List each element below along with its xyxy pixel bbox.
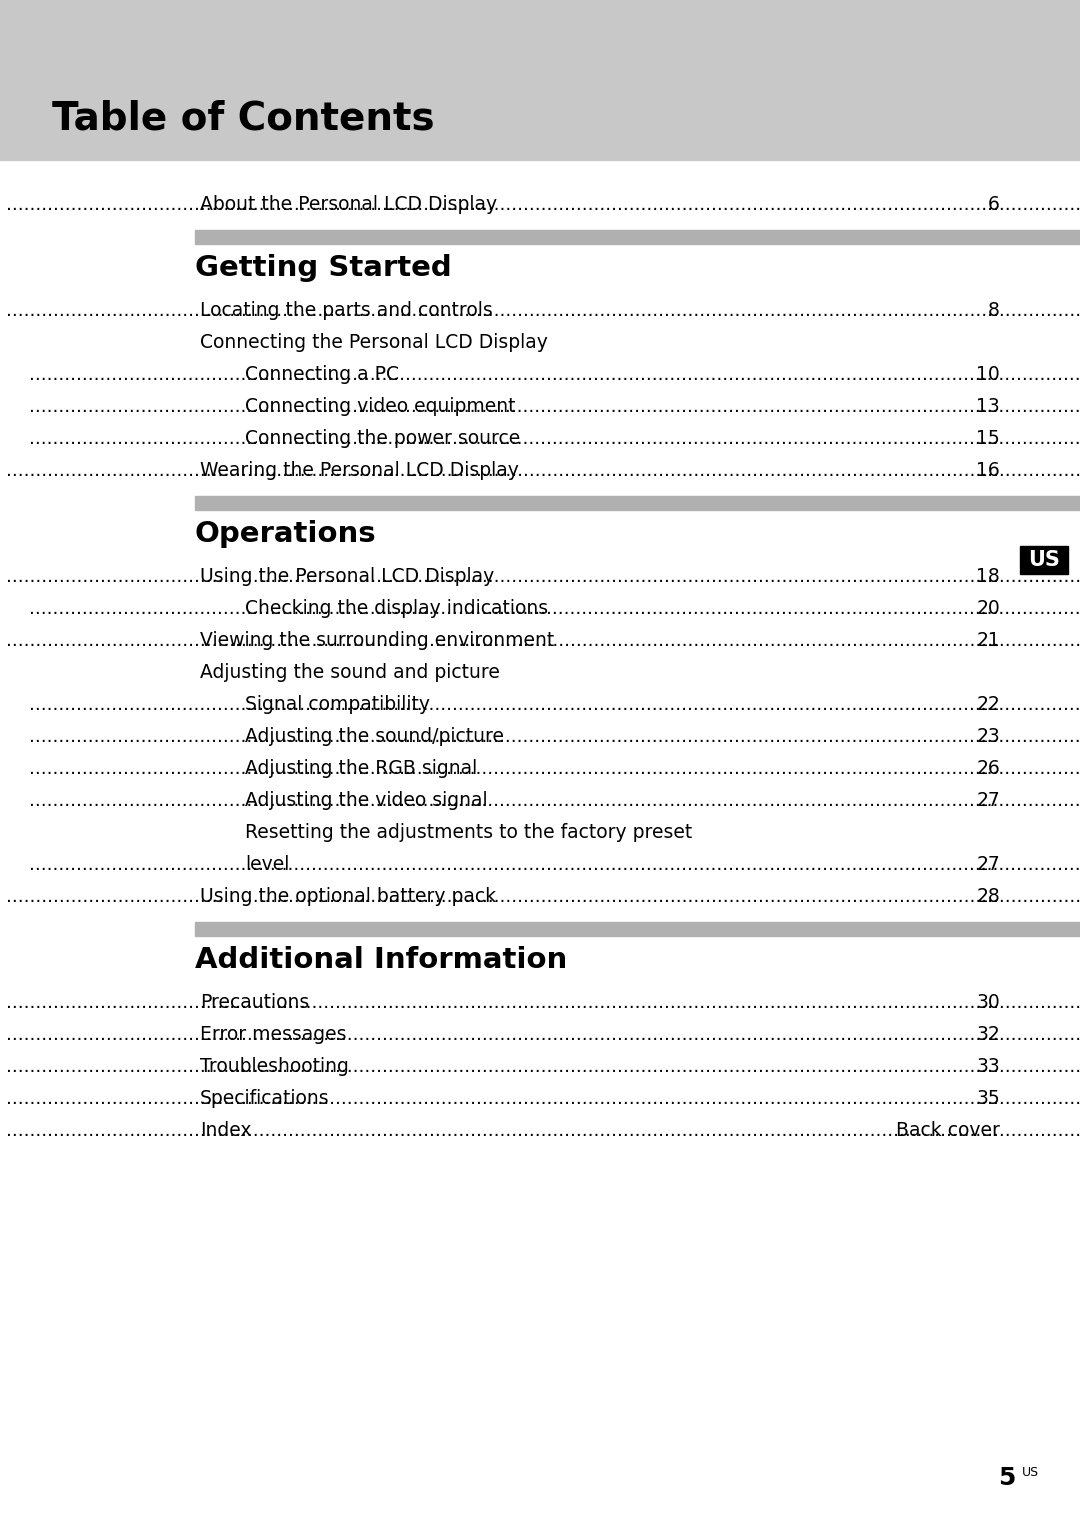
Text: ................................................................................: ........................................… xyxy=(29,428,1080,448)
Bar xyxy=(0,0,1080,160)
Text: ................................................................................: ........................................… xyxy=(29,854,1080,874)
Text: 18: 18 xyxy=(976,567,1000,585)
Text: level: level xyxy=(245,854,289,874)
Text: Using the optional battery pack: Using the optional battery pack xyxy=(200,886,496,906)
Text: ................................................................................: ........................................… xyxy=(29,599,1080,617)
Text: Adjusting the video signal: Adjusting the video signal xyxy=(245,790,488,810)
Bar xyxy=(195,921,1080,937)
Text: ................................................................................: ........................................… xyxy=(6,886,1080,906)
Text: ................................................................................: ........................................… xyxy=(6,460,1080,480)
Text: Adjusting the sound and picture: Adjusting the sound and picture xyxy=(200,663,500,681)
Text: Checking the display indications: Checking the display indications xyxy=(245,599,549,617)
Text: Operations: Operations xyxy=(195,520,377,549)
Text: US: US xyxy=(1022,1465,1039,1479)
Text: 23: 23 xyxy=(976,726,1000,746)
Text: ................................................................................: ........................................… xyxy=(29,396,1080,416)
Text: 26: 26 xyxy=(976,758,1000,778)
Text: ................................................................................: ........................................… xyxy=(6,1056,1080,1076)
Text: Connecting a PC: Connecting a PC xyxy=(245,365,399,384)
Text: 13: 13 xyxy=(976,396,1000,416)
Text: US: US xyxy=(1028,550,1059,570)
Text: Additional Information: Additional Information xyxy=(195,946,567,973)
Text: 5: 5 xyxy=(998,1465,1015,1490)
Text: Viewing the surrounding environment: Viewing the surrounding environment xyxy=(200,631,554,649)
Text: 35: 35 xyxy=(976,1088,1000,1108)
Text: ................................................................................: ........................................… xyxy=(29,758,1080,778)
Text: 22: 22 xyxy=(976,695,1000,714)
Text: Troubleshooting: Troubleshooting xyxy=(200,1056,349,1076)
Text: Back cover: Back cover xyxy=(896,1120,1000,1140)
Text: 27: 27 xyxy=(976,854,1000,874)
Text: ................................................................................: ........................................… xyxy=(29,726,1080,746)
Text: Adjusting the RGB signal: Adjusting the RGB signal xyxy=(245,758,477,778)
Text: 6: 6 xyxy=(988,194,1000,214)
Text: Signal compatibility: Signal compatibility xyxy=(245,695,430,714)
Text: 27: 27 xyxy=(976,790,1000,810)
Text: Connecting the power source: Connecting the power source xyxy=(245,428,521,448)
Text: 15: 15 xyxy=(976,428,1000,448)
Text: Connecting video equipment: Connecting video equipment xyxy=(245,396,515,416)
Text: Getting Started: Getting Started xyxy=(195,254,451,283)
Text: Locating the parts and controls: Locating the parts and controls xyxy=(200,301,492,319)
Text: 16: 16 xyxy=(976,460,1000,480)
Text: ................................................................................: ........................................… xyxy=(6,301,1080,319)
Text: 28: 28 xyxy=(976,886,1000,906)
Text: ................................................................................: ........................................… xyxy=(29,790,1080,810)
Text: 32: 32 xyxy=(976,1024,1000,1044)
Bar xyxy=(195,231,1080,244)
Text: ................................................................................: ........................................… xyxy=(6,194,1080,214)
Text: 33: 33 xyxy=(976,1056,1000,1076)
Text: ................................................................................: ........................................… xyxy=(6,1120,1080,1140)
Text: About the Personal LCD Display: About the Personal LCD Display xyxy=(200,194,497,214)
Bar xyxy=(195,497,1080,510)
Text: Precautions: Precautions xyxy=(200,993,309,1012)
Text: ................................................................................: ........................................… xyxy=(6,567,1080,585)
Text: 30: 30 xyxy=(976,993,1000,1012)
Text: Error messages: Error messages xyxy=(200,1024,347,1044)
Text: ................................................................................: ........................................… xyxy=(6,1088,1080,1108)
Text: Connecting the Personal LCD Display: Connecting the Personal LCD Display xyxy=(200,333,548,351)
Text: Resetting the adjustments to the factory preset: Resetting the adjustments to the factory… xyxy=(245,822,692,842)
Text: 21: 21 xyxy=(976,631,1000,649)
Text: ................................................................................: ........................................… xyxy=(6,993,1080,1012)
Bar xyxy=(1020,545,1068,575)
Text: Specifications: Specifications xyxy=(200,1088,329,1108)
Text: 20: 20 xyxy=(976,599,1000,617)
Text: ................................................................................: ........................................… xyxy=(6,631,1080,649)
Text: 10: 10 xyxy=(976,365,1000,384)
Text: 8: 8 xyxy=(988,301,1000,319)
Text: Index: Index xyxy=(200,1120,252,1140)
Text: ................................................................................: ........................................… xyxy=(29,695,1080,714)
Text: Using the Personal LCD Display: Using the Personal LCD Display xyxy=(200,567,495,585)
Text: ................................................................................: ........................................… xyxy=(6,1024,1080,1044)
Text: Table of Contents: Table of Contents xyxy=(52,99,434,138)
Text: Adjusting the sound/picture: Adjusting the sound/picture xyxy=(245,726,504,746)
Text: ................................................................................: ........................................… xyxy=(29,365,1080,384)
Text: Wearing the Personal LCD Display: Wearing the Personal LCD Display xyxy=(200,460,518,480)
